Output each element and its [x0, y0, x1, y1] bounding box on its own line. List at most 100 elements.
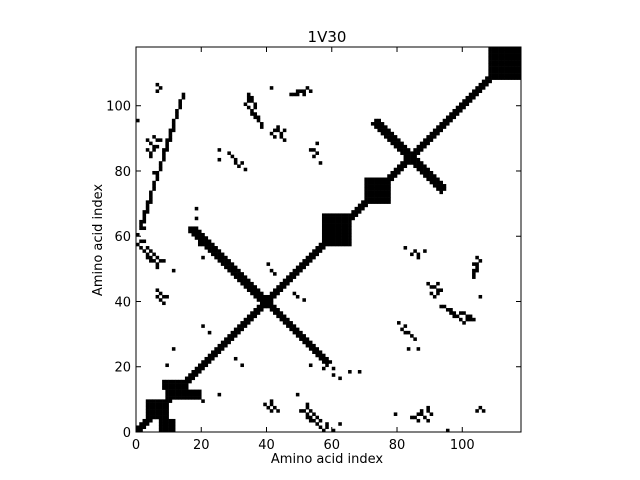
contact-cell [321, 356, 326, 361]
contact-cell [393, 144, 398, 149]
contact-cell [237, 324, 241, 328]
contact-cell [370, 193, 375, 198]
contact-cell [501, 69, 505, 74]
contact-cell [305, 262, 310, 266]
contact-cell [465, 317, 470, 322]
contact-cell [191, 392, 196, 397]
contact-cell [344, 242, 349, 247]
contact-cell [162, 259, 166, 263]
contact-cell [243, 102, 248, 107]
contact-cell [455, 105, 460, 110]
contact-cell [348, 226, 352, 231]
contact-cell [439, 180, 443, 185]
contact-cell [432, 184, 437, 188]
contact-cell [374, 122, 378, 126]
contact-cell [224, 343, 228, 348]
contact-cell [315, 246, 320, 250]
contact-cell [501, 47, 505, 51]
contact-cell [357, 370, 362, 374]
contact-cell [436, 187, 440, 191]
contact-cell [403, 144, 408, 149]
contact-cell [269, 86, 274, 90]
contact-cell [328, 213, 333, 217]
contact-cell [338, 239, 342, 244]
contact-cell [315, 249, 320, 253]
contact-cell [439, 304, 443, 309]
contact-cell [155, 415, 160, 420]
contact-cell [494, 47, 499, 51]
contact-cell [250, 112, 254, 116]
contact-cell [237, 268, 241, 273]
contact-cell [335, 216, 339, 221]
contact-cell [511, 60, 515, 64]
contact-cell [165, 418, 169, 423]
contact-cell [321, 232, 326, 237]
contact-cell [325, 242, 329, 247]
contact-cell [224, 259, 228, 263]
contact-cell [259, 291, 264, 296]
contact-cell [436, 184, 440, 188]
contact-cell [308, 415, 313, 420]
contact-cell [279, 288, 284, 292]
contact-cell [217, 259, 222, 263]
contact-cell [165, 144, 169, 149]
contact-cell [233, 334, 238, 338]
contact-cell [302, 262, 306, 266]
contact-cell [501, 66, 505, 71]
contact-cell [488, 76, 492, 80]
contact-cell [266, 301, 271, 306]
contact-cell [152, 412, 156, 416]
contact-cell [426, 177, 430, 182]
contact-cell [517, 66, 522, 71]
contact-cell [344, 223, 349, 227]
contact-cell [403, 164, 408, 169]
contact-cell [387, 197, 391, 201]
contact-cell [436, 128, 440, 133]
contact-cell [302, 92, 306, 97]
contact-cell [514, 66, 519, 71]
contact-cell [390, 177, 395, 182]
contact-cell [279, 314, 284, 319]
contact-cell [348, 370, 352, 374]
contact-cell [188, 379, 192, 384]
contact-cell [194, 370, 199, 374]
contact-cell [250, 285, 254, 289]
contact-cell [276, 128, 280, 133]
contact-cell [139, 219, 143, 224]
contact-cell [165, 405, 169, 410]
contact-cell [276, 285, 280, 289]
contact-cell [233, 330, 238, 335]
contact-cell [269, 399, 274, 403]
contact-cell [227, 340, 231, 345]
contact-cell [197, 229, 202, 234]
contact-cell [178, 386, 182, 390]
contact-cell [233, 157, 238, 162]
contact-cell [416, 252, 421, 257]
contact-cell [158, 164, 163, 169]
contact-cell [481, 79, 486, 84]
contact-cell [269, 304, 274, 309]
contact-cell [155, 138, 160, 142]
contact-cell [383, 190, 388, 195]
contact-cell [175, 115, 179, 120]
contact-cell [253, 288, 258, 292]
contact-cell [152, 180, 156, 185]
contact-cell [145, 412, 150, 416]
contact-cell [194, 232, 199, 237]
contact-cell [315, 141, 320, 146]
contact-cell [305, 405, 310, 410]
contact-cell [240, 272, 244, 276]
contact-cell [201, 363, 205, 368]
contact-cell [426, 405, 430, 410]
contact-cell [491, 47, 496, 51]
contact-cell [308, 89, 313, 93]
contact-cell [341, 219, 346, 224]
contact-cell [491, 73, 496, 77]
contact-cell [201, 399, 205, 403]
contact-cell [416, 164, 421, 169]
contact-cell [488, 60, 492, 64]
contact-cell [370, 177, 375, 182]
contact-cell [494, 63, 499, 67]
contact-cell [155, 170, 160, 175]
contact-cell [374, 200, 378, 204]
